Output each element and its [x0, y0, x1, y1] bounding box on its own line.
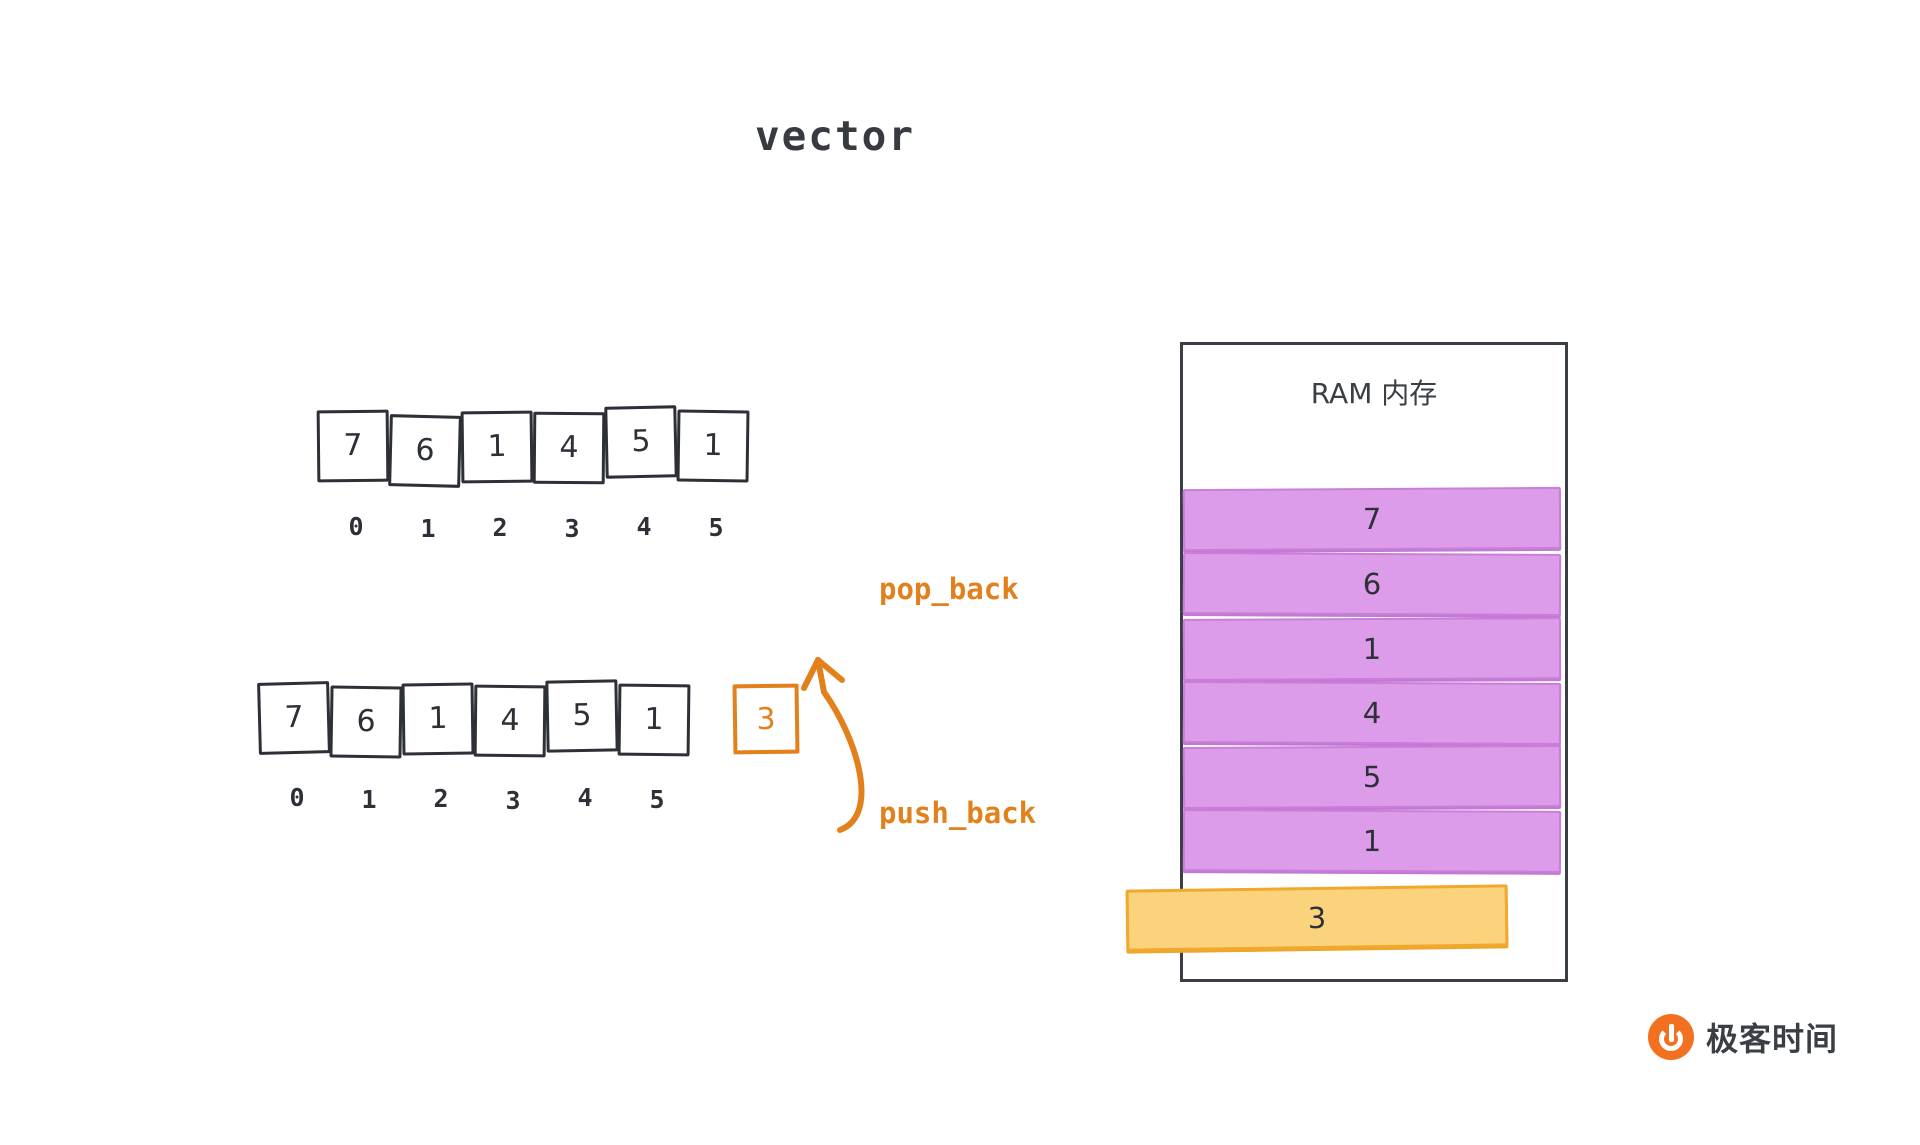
array-cell-value: 4 [500, 702, 520, 739]
array-index-label: 4 [636, 512, 652, 541]
memory-block: 7 [1182, 486, 1562, 552]
operation-arrow-icon [801, 657, 865, 833]
array-cell: 7 [257, 681, 331, 755]
array-cell-value: 1 [428, 700, 448, 737]
memory-block-value: 5 [1362, 759, 1382, 795]
logo-mark-icon [1648, 1014, 1694, 1060]
array-cell-value: 4 [559, 429, 579, 466]
memory-block-value: 1 [1362, 823, 1382, 859]
array-cell: 4 [473, 684, 547, 758]
memory-block: 6 [1182, 552, 1562, 616]
memory-block-value: 7 [1362, 501, 1382, 537]
array-index-label: 5 [708, 513, 724, 542]
memory-block: 1 [1182, 617, 1562, 681]
array-cell: 1 [460, 410, 534, 484]
array-index-label: 0 [289, 783, 305, 812]
array-cell: 5 [604, 405, 678, 479]
array-index-label: 1 [420, 514, 436, 543]
logo-text: 极客时间 [1706, 1020, 1839, 1058]
memory-block: 5 [1182, 745, 1562, 809]
array-index-label: 5 [649, 785, 665, 814]
memory-block-value: 4 [1362, 695, 1382, 731]
array-index-label: 3 [564, 514, 580, 543]
array-cell-value: 5 [631, 423, 651, 460]
array-index-label: 2 [492, 513, 508, 542]
memory-block: 1 [1182, 809, 1562, 873]
array-cell-value: 7 [283, 699, 304, 736]
array-cell: 7 [316, 409, 390, 483]
memory-block-value: 3 [1307, 900, 1327, 936]
array-cell-value: 1 [703, 427, 723, 464]
ram-panel-title: RAM 内存 [1310, 377, 1438, 410]
array-index-label: 0 [348, 512, 364, 541]
array-index-label: 1 [361, 785, 377, 814]
brand-logo: 极客时间 [1648, 1014, 1838, 1060]
array-cell: 5 [545, 679, 619, 753]
array-cell: 1 [676, 409, 750, 483]
array-index-label: 2 [433, 784, 449, 813]
array-cell-value: 1 [644, 701, 664, 738]
array-cell: 6 [329, 685, 403, 759]
page-title-text: vector [754, 112, 916, 160]
array-index-label: 4 [577, 783, 593, 812]
memory-block-value: 1 [1362, 631, 1382, 667]
array-cell: 4 [532, 411, 606, 485]
array-cell: 1 [617, 683, 691, 757]
memory-block: 4 [1182, 681, 1562, 745]
pop-back-label: pop_back [879, 572, 1019, 606]
array-cell: 1 [401, 682, 475, 756]
page-title: vector [0, 112, 1920, 160]
array-index-label: 3 [505, 786, 521, 815]
memory-block-value: 6 [1362, 566, 1382, 602]
array-cell-value: 6 [356, 703, 376, 740]
push-back-label: push_back [879, 796, 1037, 830]
pending-element-value: 3 [756, 701, 776, 737]
array-cell-value: 1 [487, 428, 507, 465]
array-cell-value: 7 [343, 427, 363, 464]
array-cell-value: 6 [415, 432, 435, 469]
array-cell: 6 [388, 414, 462, 488]
memory-block-new: 3 [1125, 884, 1509, 952]
array-cell-value: 5 [572, 697, 592, 734]
